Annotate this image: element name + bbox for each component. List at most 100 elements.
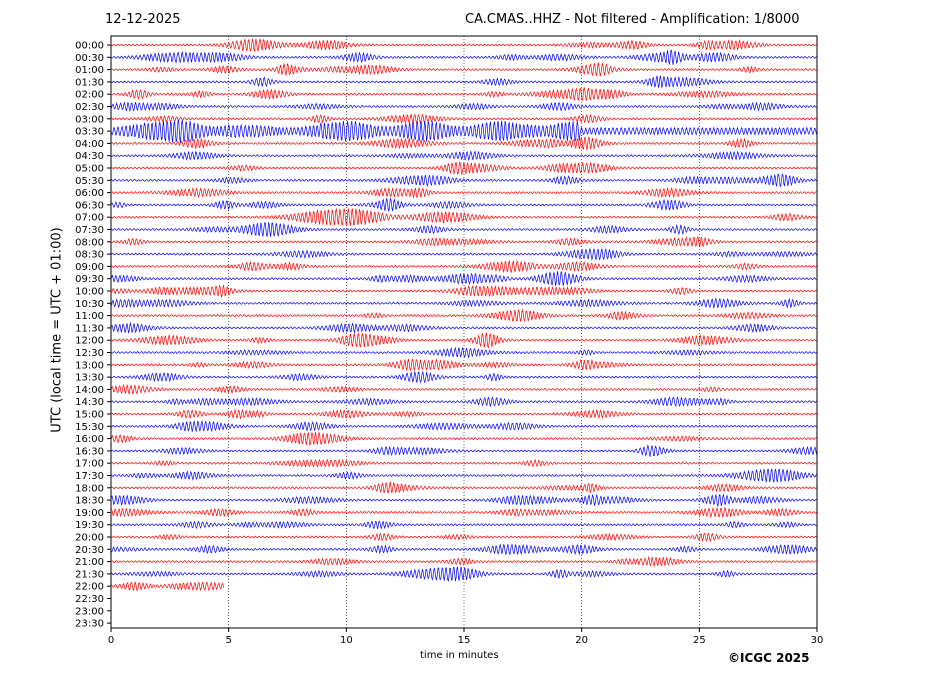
x-tick-label: 10 xyxy=(340,635,353,646)
x-tick-label: 30 xyxy=(811,635,824,646)
y-tick-label: 18:00 xyxy=(75,483,104,494)
x-tick-label: 20 xyxy=(575,635,588,646)
y-tick-label: 10:30 xyxy=(75,299,104,310)
seismic-trace-0730 xyxy=(110,221,817,237)
seismic-trace-0500 xyxy=(110,160,817,176)
seismic-trace-0430 xyxy=(110,150,817,162)
y-tick-label: 07:00 xyxy=(75,213,104,224)
seismic-trace-2130 xyxy=(110,566,817,582)
x-tick-label: 25 xyxy=(693,635,706,646)
seismic-trace-0300 xyxy=(110,113,817,125)
y-tick-label: 19:00 xyxy=(75,508,104,519)
y-tick-label: 09:30 xyxy=(75,274,104,285)
seismic-trace-1200 xyxy=(110,332,817,349)
seismic-trace-2200 xyxy=(110,581,225,592)
seismic-trace-1000 xyxy=(110,284,817,298)
y-tick-label: 02:00 xyxy=(75,90,104,101)
seismic-trace-0530 xyxy=(110,173,817,188)
seismic-trace-0030 xyxy=(110,49,817,66)
y-tick-label: 20:00 xyxy=(75,533,104,544)
y-tick-label: 06:30 xyxy=(75,200,104,211)
y-tick-label: 15:30 xyxy=(75,422,104,433)
y-tick-label: 16:30 xyxy=(75,446,104,457)
y-tick-label: 06:00 xyxy=(75,188,104,199)
y-tick-label: 05:00 xyxy=(75,164,104,175)
y-tick-label: 15:00 xyxy=(75,410,104,421)
seismic-trace-0800 xyxy=(110,236,817,247)
seismic-trace-0200 xyxy=(110,87,817,102)
seismic-trace-1330 xyxy=(110,370,817,384)
seismic-trace-1130 xyxy=(110,321,817,334)
y-tick-label: 12:30 xyxy=(75,348,104,359)
seismic-trace-1900 xyxy=(110,506,817,519)
y-tick-label: 16:00 xyxy=(75,434,104,445)
seismic-trace-0400 xyxy=(110,136,817,151)
seismic-trace-1300 xyxy=(110,357,817,372)
y-tick-label: 08:30 xyxy=(75,250,104,261)
y-tick-label: 17:30 xyxy=(75,471,104,482)
seismic-trace-1400 xyxy=(110,383,817,395)
seismic-trace-0930 xyxy=(110,270,817,286)
y-tick-label: 07:30 xyxy=(75,225,104,236)
seismic-trace-1530 xyxy=(110,420,817,433)
chart-station-info: CA.CMAS..HHZ - Not filtered - Amplificat… xyxy=(465,12,800,27)
seismic-trace-1100 xyxy=(110,308,817,323)
y-tick-label: 05:30 xyxy=(75,176,104,187)
y-tick-label: 08:00 xyxy=(75,237,104,248)
y-tick-label: 00:30 xyxy=(75,53,104,64)
y-tick-label: 11:00 xyxy=(75,311,104,322)
seismic-trace-0000 xyxy=(110,38,817,53)
y-tick-label: 03:00 xyxy=(75,114,104,125)
y-tick-label: 00:00 xyxy=(75,41,104,52)
seismic-trace-1500 xyxy=(110,408,817,420)
seismic-trace-1830 xyxy=(110,493,817,508)
seismic-trace-0900 xyxy=(110,260,817,274)
seismic-trace-2000 xyxy=(110,532,817,543)
seismic-trace-2100 xyxy=(110,556,817,568)
y-tick-label: 09:00 xyxy=(75,262,104,273)
y-tick-label: 23:00 xyxy=(75,606,104,617)
y-tick-label: 01:30 xyxy=(75,77,104,88)
seismic-trace-0600 xyxy=(110,187,817,199)
seismic-trace-0630 xyxy=(110,197,817,213)
seismic-trace-1930 xyxy=(110,520,817,530)
seismic-trace-0130 xyxy=(110,75,817,88)
copyright-label: ©ICGC 2025 xyxy=(728,651,810,665)
y-tick-label: 13:30 xyxy=(75,373,104,384)
seismic-trace-0230 xyxy=(110,101,817,113)
seismic-trace-0830 xyxy=(110,247,817,261)
y-tick-label: 14:30 xyxy=(75,397,104,408)
y-tick-label: 04:00 xyxy=(75,139,104,150)
x-tick-label: 15 xyxy=(458,635,471,646)
seismic-trace-1030 xyxy=(110,297,817,310)
seismic-trace-0100 xyxy=(110,62,817,77)
chart-date: 12-12-2025 xyxy=(105,12,181,27)
y-tick-label: 12:00 xyxy=(75,336,104,347)
seismic-trace-1230 xyxy=(110,346,817,359)
seismic-trace-1730 xyxy=(110,468,817,483)
y-tick-label: 01:00 xyxy=(75,65,104,76)
x-tick-label: 5 xyxy=(225,635,231,646)
y-tick-label: 19:30 xyxy=(75,520,104,531)
y-tick-label: 20:30 xyxy=(75,545,104,556)
seismic-trace-1600 xyxy=(110,431,817,447)
seismic-trace-1700 xyxy=(110,458,817,468)
y-tick-label: 23:30 xyxy=(75,619,104,630)
x-axis-label: time in minutes xyxy=(420,650,499,661)
y-tick-label: 03:30 xyxy=(75,127,104,138)
y-tick-label: 04:30 xyxy=(75,151,104,162)
seismic-trace-0330 xyxy=(110,119,817,143)
seismic-trace-1430 xyxy=(110,396,817,408)
seismic-trace-1630 xyxy=(110,444,817,457)
y-tick-label: 13:00 xyxy=(75,360,104,371)
y-tick-label: 14:00 xyxy=(75,385,104,396)
y-tick-label: 21:00 xyxy=(75,557,104,568)
y-tick-label: 22:30 xyxy=(75,594,104,605)
seismic-trace-1800 xyxy=(110,480,817,494)
y-tick-label: 17:00 xyxy=(75,459,104,470)
seismic-trace-2030 xyxy=(110,543,817,556)
x-tick-label: 0 xyxy=(108,635,114,646)
y-tick-label: 11:30 xyxy=(75,323,104,334)
y-tick-label: 18:30 xyxy=(75,496,104,507)
